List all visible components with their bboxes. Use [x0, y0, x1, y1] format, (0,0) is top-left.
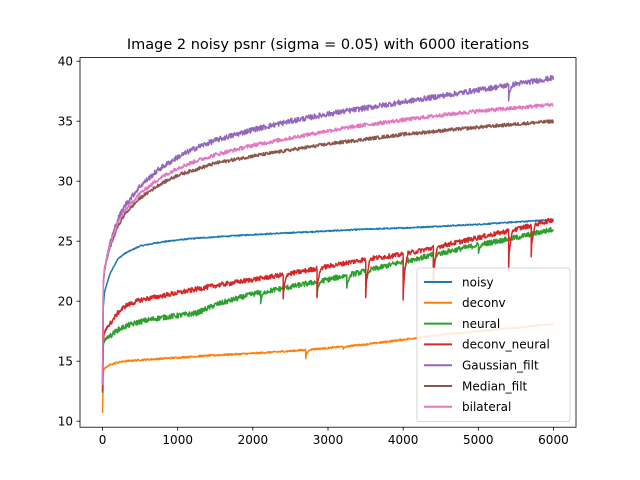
y-tick-label: 25 — [58, 234, 73, 248]
x-tick-label: 6000 — [538, 433, 569, 447]
chart-title: Image 2 noisy psnr (sigma = 0.05) with 6… — [127, 37, 529, 53]
y-tick-label: 10 — [58, 414, 73, 428]
legend-label-deconv: deconv — [462, 296, 506, 310]
legend-label-neural: neural — [462, 317, 500, 331]
x-tick-label: 2000 — [238, 433, 269, 447]
series-line-bilateral — [101, 102, 554, 385]
y-tick-label: 20 — [58, 294, 73, 308]
legend-label-noisy: noisy — [462, 275, 494, 289]
x-tick-label: 4000 — [388, 433, 419, 447]
y-tick-label: 35 — [58, 114, 73, 128]
legend-label-deconv_neural: deconv_neural — [462, 338, 550, 352]
legend-label-Median_filt: Median_filt — [462, 379, 528, 393]
series-line-neural — [101, 226, 554, 394]
x-tick-label: 0 — [99, 433, 107, 447]
series-line-Median_filt — [101, 119, 555, 385]
legend-label-bilateral: bilateral — [462, 400, 511, 414]
y-tick-label: 30 — [58, 174, 73, 188]
x-tick-label: 3000 — [313, 433, 344, 447]
x-tick-label: 5000 — [463, 433, 494, 447]
y-tick-label: 15 — [58, 354, 73, 368]
legend-label-Gaussian_filt: Gaussian_filt — [462, 359, 539, 373]
y-tick-label: 40 — [58, 54, 73, 68]
axes-layer: 0 1000 2000 3000 4000 5000 6000 10 15 20 25 30 35 40 — [58, 54, 569, 447]
series-layer — [101, 75, 555, 414]
legend-box — [416, 267, 571, 423]
series-line-noisy — [101, 218, 554, 383]
series-line-deconv_neural — [101, 217, 555, 392]
legend: noisy deconv neural deconv_neural Gaussian_f… — [416, 267, 571, 423]
x-tick-label: 1000 — [162, 433, 193, 447]
series-line-Gaussian_filt — [101, 75, 555, 384]
